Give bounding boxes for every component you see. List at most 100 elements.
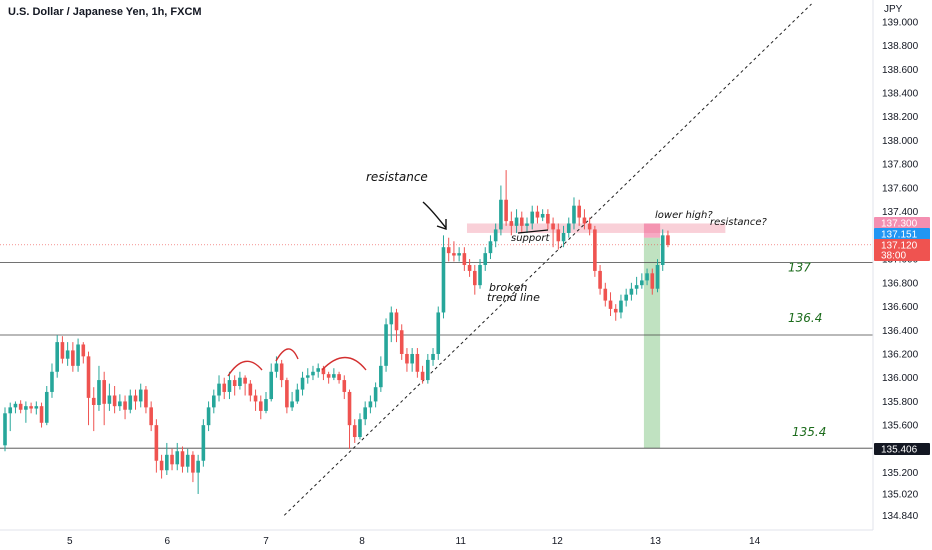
candle-53 — [279, 359, 284, 388]
candle-body — [222, 383, 227, 392]
candle-15 — [81, 342, 86, 364]
candle-body — [326, 374, 331, 378]
candle-14 — [76, 338, 80, 372]
candle-body — [467, 265, 472, 271]
candle-94 — [493, 223, 498, 248]
candle-body — [185, 454, 190, 467]
candle-body — [640, 280, 644, 286]
candle-97 — [509, 211, 514, 236]
candle-77 — [405, 348, 409, 372]
candle-body — [107, 395, 112, 404]
candle-51 — [269, 363, 274, 402]
candle-body — [180, 451, 185, 467]
candle-body — [39, 406, 44, 423]
candle-body — [483, 253, 488, 265]
candle-23 — [123, 395, 127, 420]
candle-body — [144, 389, 148, 408]
y-tick-21: 139.000 — [882, 17, 919, 28]
candle-body — [530, 211, 535, 224]
candle-64 — [337, 371, 341, 384]
price-tag-text: 137.120 — [881, 241, 918, 252]
candle-body — [175, 451, 180, 465]
candle-24 — [128, 389, 133, 414]
x-tick-4: 11 — [456, 536, 467, 547]
candle-body — [551, 223, 555, 230]
candle-body — [81, 344, 86, 357]
candle-body — [452, 253, 456, 256]
candle-body — [363, 407, 367, 420]
candle-body — [525, 223, 529, 226]
x-tick-0: 5 — [67, 536, 73, 547]
candle-127 — [666, 230, 670, 248]
candle-12 — [65, 342, 70, 366]
candle-body — [493, 229, 498, 242]
candle-body — [112, 395, 117, 407]
support-mark — [517, 229, 549, 234]
candle-body — [577, 205, 581, 218]
y-tick-15: 137.800 — [882, 160, 919, 171]
price-axis[interactable]: JPY 134.840135.020135.200135.400135.6001… — [872, 0, 930, 530]
candle-8 — [44, 386, 49, 426]
candle-26 — [138, 383, 143, 408]
x-tick-6: 13 — [650, 536, 662, 547]
candle-119 — [624, 288, 628, 307]
candle-body — [55, 342, 59, 372]
candle-body — [201, 425, 206, 461]
candle-body — [196, 460, 200, 473]
candle-82 — [431, 348, 435, 366]
candle-87 — [457, 247, 461, 262]
candle-79 — [415, 348, 420, 378]
candle-46 — [243, 375, 247, 396]
candle-17 — [91, 387, 96, 432]
candle-body — [305, 375, 310, 378]
time-axis[interactable]: 5 6 7 8 11 12 13 14 — [0, 529, 873, 547]
candle-28 — [149, 401, 153, 432]
candle-body — [71, 350, 75, 366]
candle-body — [243, 377, 247, 384]
candle-93 — [488, 235, 493, 260]
candle-body — [436, 312, 441, 354]
candle-49 — [258, 395, 263, 420]
candle-body — [415, 353, 420, 372]
price-tag-2: 137.120 — [874, 239, 930, 252]
candle-body — [102, 380, 106, 404]
candle-body — [540, 213, 545, 218]
candle-body — [582, 217, 587, 224]
candle-6 — [34, 401, 39, 415]
candle-body — [509, 221, 514, 226]
candle-20 — [107, 383, 112, 411]
annotation-lower-high: lower high? — [655, 210, 713, 221]
candle-105 — [551, 217, 555, 248]
price-tag-3: 38:00 — [874, 249, 930, 262]
candle-116 — [608, 292, 613, 317]
candle-body — [34, 406, 39, 409]
candle-118 — [619, 294, 623, 319]
candle-body — [650, 273, 655, 289]
candle-2 — [13, 401, 18, 414]
price-tag-text: 38:00 — [881, 251, 906, 262]
candle-body — [206, 407, 211, 426]
candle-96 — [504, 170, 508, 226]
y-tick-9: 136.600 — [882, 302, 919, 313]
candle-body — [655, 265, 660, 289]
candle-body — [232, 380, 237, 387]
candle-body — [598, 270, 602, 289]
candle-body — [410, 353, 414, 364]
candle-body — [446, 247, 451, 254]
candle-body — [358, 419, 362, 438]
candle-62 — [326, 371, 331, 384]
candle-3 — [18, 400, 23, 414]
annotation-resistance-question: resistance? — [710, 217, 767, 228]
x-tick-2: 7 — [263, 536, 269, 547]
candle-body — [154, 425, 159, 461]
candle-10 — [55, 334, 59, 378]
y-tick-13: 137.400 — [882, 207, 919, 218]
candle-57 — [300, 371, 305, 396]
arrow-icon — [422, 201, 447, 230]
candle-body — [86, 356, 91, 398]
candle-body — [149, 407, 153, 426]
candle-70 — [368, 395, 373, 414]
candle-body — [332, 374, 336, 378]
candle-body — [321, 368, 326, 375]
